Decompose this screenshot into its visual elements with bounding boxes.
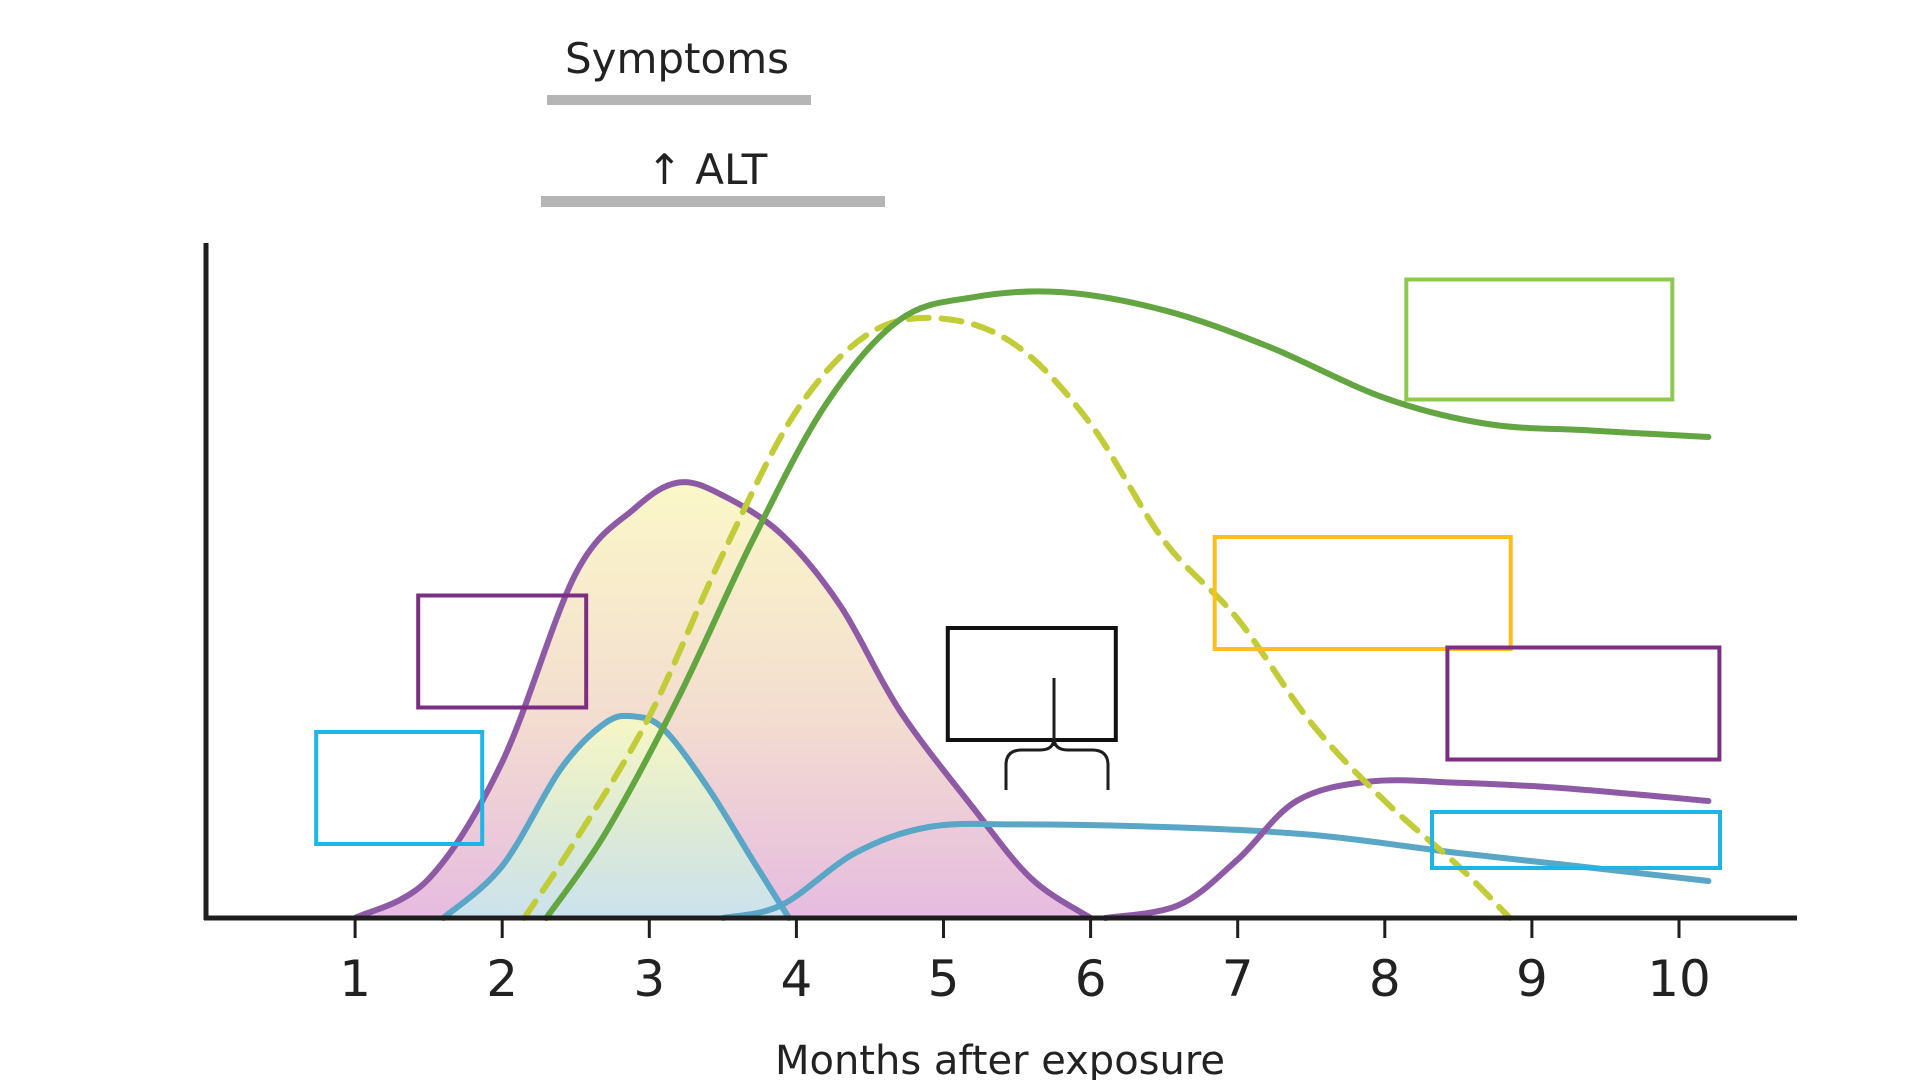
bracket-annotation xyxy=(1004,678,1110,790)
x-tick-label-1: 1 xyxy=(339,950,371,1008)
x-tick-label-2: 2 xyxy=(486,950,518,1008)
axes xyxy=(203,243,1797,921)
alt-elevation-label: ↑ ALT xyxy=(647,145,768,194)
x-axis-ticks: 1 2 3 4 5 6 7 8 9 10 xyxy=(339,918,1711,1008)
series-0-line xyxy=(352,479,1094,921)
x-tick-label-7: 7 xyxy=(1222,950,1254,1008)
alt-elevation-bar xyxy=(541,196,885,207)
label-boxes xyxy=(314,277,1722,870)
plot-area xyxy=(352,288,1712,921)
series-3-line xyxy=(1102,777,1712,921)
x-tick-label-8: 8 xyxy=(1369,950,1401,1008)
x-tick-label-4: 4 xyxy=(780,950,812,1008)
label-box-3 xyxy=(1212,535,1513,651)
bracket-brace xyxy=(1004,737,1110,790)
x-tick-label-6: 6 xyxy=(1075,950,1107,1008)
label-box-1 xyxy=(314,730,485,846)
x-axis-title: Months after exposure xyxy=(775,1038,1225,1080)
x-tick-label-5: 5 xyxy=(928,950,960,1008)
x-tick-label-9: 9 xyxy=(1516,950,1548,1008)
x-tick-label-10: 10 xyxy=(1647,950,1711,1008)
series-5-line xyxy=(543,288,1712,921)
label-box-0 xyxy=(416,593,589,710)
series-1-line xyxy=(440,712,792,921)
label-box-5 xyxy=(1445,645,1722,762)
timeline-annotations: Symptoms ↑ ALT xyxy=(541,34,885,207)
label-box-4 xyxy=(1404,277,1675,402)
series-2-line xyxy=(719,820,1712,921)
label-box-2 xyxy=(945,626,1118,742)
series-4-line xyxy=(521,314,1513,921)
symptoms-label: Symptoms xyxy=(565,34,789,83)
label-box-6 xyxy=(1430,810,1722,870)
x-tick-label-3: 3 xyxy=(633,950,665,1008)
symptoms-bar xyxy=(547,95,811,105)
